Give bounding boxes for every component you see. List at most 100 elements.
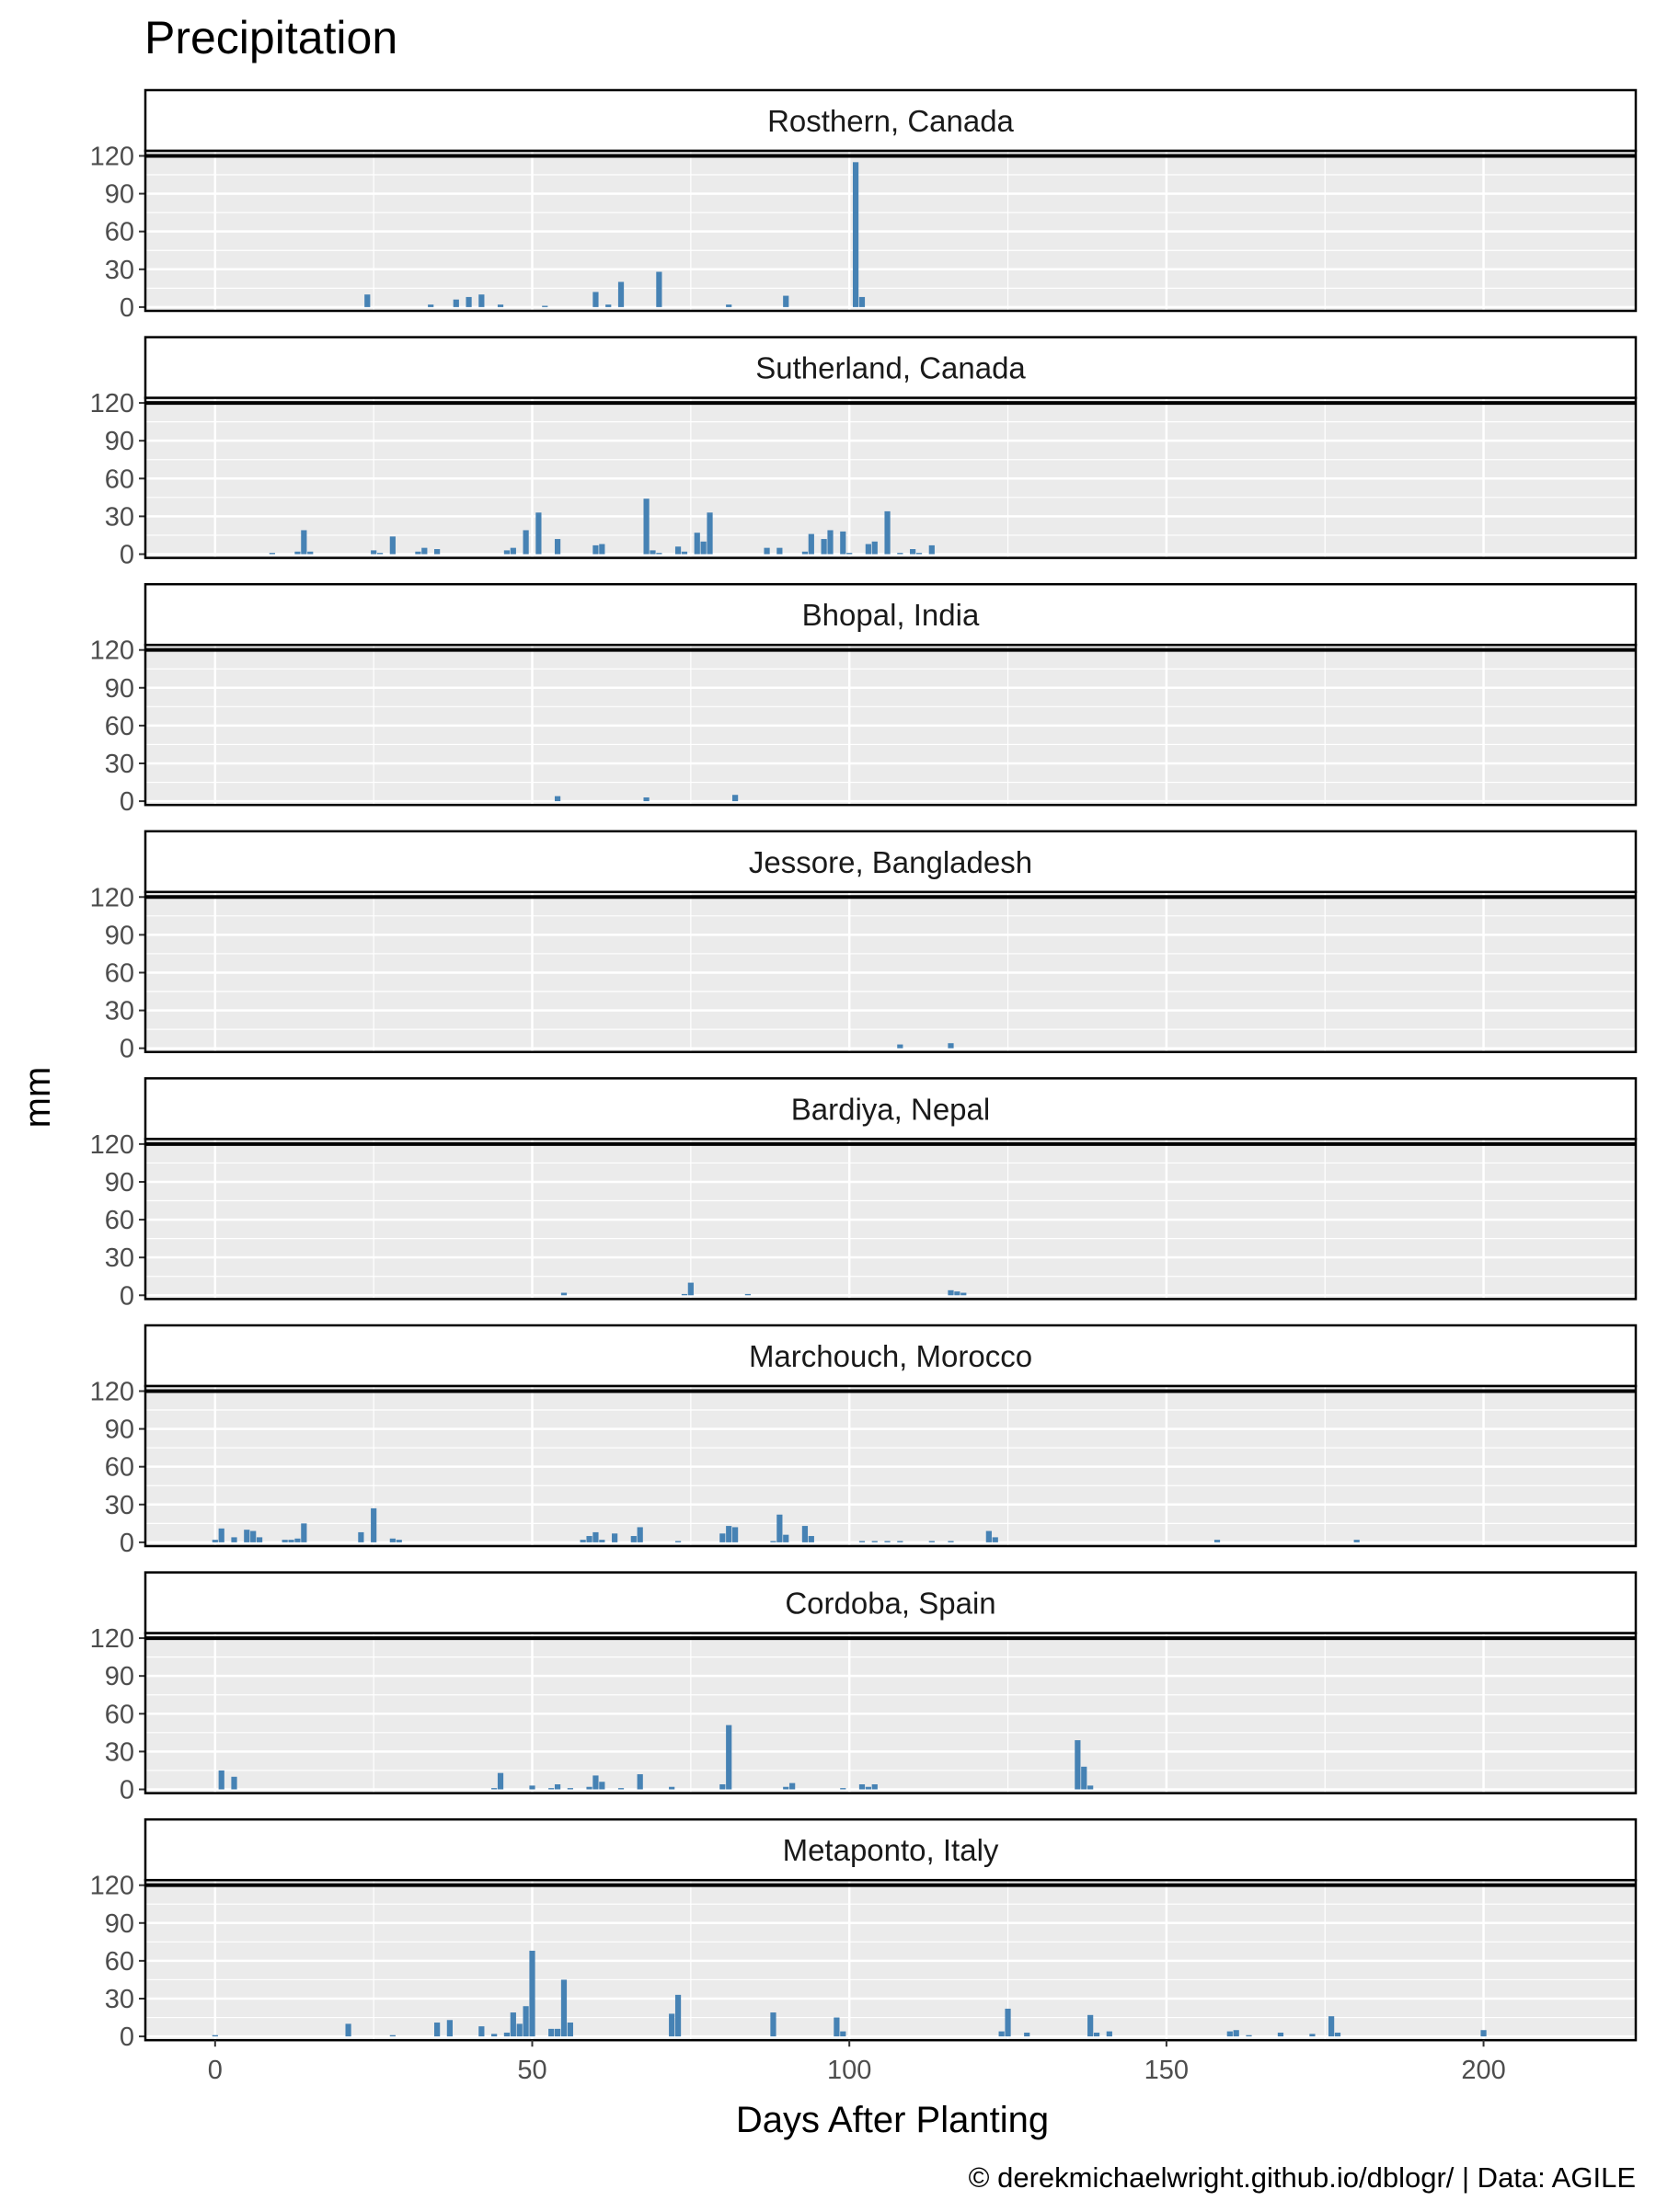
precip-bar [846,553,853,555]
precip-bar [834,2017,840,2037]
precip-bar [998,2031,1005,2037]
precip-bar [301,1523,307,1542]
precip-bar [992,1537,998,1542]
y-tick-label: 30 [105,750,134,779]
x-tick-label: 200 [1461,2056,1505,2085]
precip-bar [218,1528,224,1542]
precip-bar [871,1784,878,1790]
y-tick-label: 0 [120,293,134,323]
precip-bar [656,553,662,555]
precip-bar [548,1788,555,1790]
y-tick-label: 0 [120,1281,134,1311]
precip-bar [783,295,789,307]
precip-bar [510,2012,516,2037]
y-tick-label: 30 [105,1985,134,2014]
precip-bar [897,1044,903,1049]
y-tick-label: 30 [105,1737,134,1767]
facet-strip [144,1817,1638,1882]
precip-bar [307,551,314,555]
precip-bar [396,1540,402,1542]
precip-bar [617,1788,625,1790]
y-tick-label: 60 [105,464,134,494]
precip-bar [244,1530,250,1542]
precip-bar [732,795,739,802]
precip-bar [707,512,713,555]
y-tick-label: 60 [105,958,134,988]
precip-bar [865,544,871,555]
precip-bar [643,499,650,555]
precip-bar [681,551,688,555]
precip-bar [808,533,814,555]
precip-bar [288,1540,294,1542]
x-axis: 0 50 100 150 200 [208,2040,1506,2085]
precip-bar [567,2023,573,2037]
precip-bar [592,1775,599,1790]
precip-bar [1334,2032,1341,2037]
facet-strip [144,1324,1638,1388]
precip-bar [1213,1540,1221,1542]
precip-bar [523,530,529,555]
precip-bar [1328,2016,1335,2037]
y-tick-label: 60 [105,1700,134,1729]
precip-bar [783,1534,789,1542]
precip-bar [599,1782,605,1790]
precip-bar [612,1533,618,1542]
precip-bar [371,1507,377,1542]
precip-bar [669,1786,675,1790]
precip-bar [1226,2031,1233,2037]
precip-bar [592,544,599,555]
y-tick-label: 120 [90,1130,134,1160]
precip-bar [294,551,301,555]
y-tick-label: 0 [120,2023,134,2052]
precip-bar [1087,1785,1094,1790]
y-tick-label: 120 [90,883,134,912]
precip-bar [389,1538,396,1542]
precip-bar [256,1537,263,1542]
facet-panel: Rosthern, Canada 0 30 60 90 120 [90,88,1638,323]
facet-strip-label: Bhopal, India [802,598,980,632]
precip-bar [605,304,612,307]
precip-bar [428,304,434,307]
precip-bar [865,1786,871,1790]
precip-bar [637,1527,643,1542]
x-tick-label: 150 [1144,2056,1189,2085]
precip-bar [954,1291,960,1296]
precip-bar [212,1540,218,1542]
precip-bar [650,550,656,555]
precip-bar [1024,2032,1030,2037]
precip-bar [674,546,682,555]
y-tick-label: 90 [105,1662,134,1691]
precip-bar [1075,1740,1081,1790]
facet-strip [144,1077,1638,1140]
precip-bar [554,539,561,555]
precip-bar [1093,2032,1100,2037]
facet-panel: Bardiya, Nepal 0 30 60 90 120 [90,1077,1638,1311]
y-tick-label: 90 [105,1415,134,1445]
precip-bar [840,2031,846,2037]
precip-bar [915,553,923,555]
precip-bar [858,296,866,307]
facet-strip-label: Rosthern, Canada [767,104,1014,138]
precip-bar [985,1530,992,1542]
precip-bar [212,2034,218,2037]
y-tick-label: 30 [105,256,134,285]
y-tick-label: 90 [105,921,134,950]
precip-bar [630,1536,637,1542]
precip-bar [681,1293,688,1296]
y-tick-label: 0 [120,1529,134,1558]
precip-bar [1081,1766,1087,1790]
y-tick-label: 120 [90,636,134,666]
precip-bar [586,1536,592,1542]
precip-bar [1480,2030,1487,2037]
y-tick-label: 0 [120,540,134,569]
y-tick-label: 120 [90,1377,134,1406]
precip-bar [726,1526,732,1542]
precip-bar [282,1540,288,1542]
precip-bar [542,305,548,307]
precip-bar [776,547,783,555]
precip-bar [960,1292,967,1296]
precip-bar [617,281,625,307]
precip-bar [840,531,846,555]
x-tick-label: 50 [517,2056,546,2085]
